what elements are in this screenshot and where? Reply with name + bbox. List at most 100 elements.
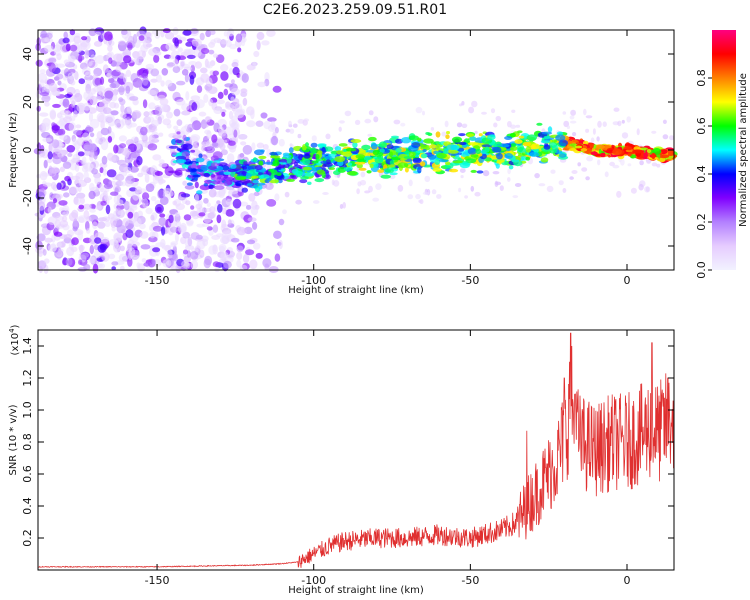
spectrogram-cell <box>190 205 195 210</box>
spectrogram-cell <box>225 209 235 217</box>
spectrogram-cell <box>123 200 130 211</box>
spectrogram-cell <box>427 154 437 160</box>
spectrogram-cell <box>372 149 380 156</box>
spectrogram-cell <box>107 126 112 134</box>
spectrogram-cell <box>558 139 569 147</box>
spectrogram-cell <box>669 135 675 141</box>
spectrogram-cell <box>599 152 606 158</box>
spectrogram-cell <box>174 212 181 217</box>
spectrogram-cell <box>171 138 177 145</box>
spectrogram-cell <box>208 184 214 190</box>
spectrogram-cell <box>212 244 218 252</box>
spectrogram-cell <box>255 252 263 259</box>
spectrogram-cell <box>356 188 360 195</box>
spectrogram-cell <box>260 149 265 153</box>
spectrogram-cell <box>94 175 101 185</box>
spectrogram-cell <box>240 141 247 146</box>
spectrogram-cell <box>142 192 150 201</box>
spectrogram-x-tick-label: -100 <box>301 274 326 287</box>
spectrogram-cell <box>154 203 164 214</box>
spectrogram-cell <box>149 231 156 239</box>
spectrogram-cell <box>350 139 362 143</box>
spectrogram-cell <box>415 193 421 200</box>
spectrogram-cell <box>210 155 219 162</box>
spectrogram-cell <box>198 212 206 217</box>
spectrogram-y-tick-label: 20 <box>21 95 34 109</box>
spectrogram-cell <box>459 168 466 174</box>
spectrogram-cell <box>432 167 442 172</box>
spectrogram-cell <box>143 111 150 117</box>
spectrogram-cell <box>127 257 133 267</box>
spectrogram-cell <box>285 128 291 133</box>
spectrogram-cell <box>262 258 272 268</box>
spectrogram-cell <box>459 141 467 146</box>
spectrogram-cell <box>212 224 219 233</box>
spectrogram-cell <box>204 129 211 135</box>
spectrogram-cell <box>118 97 124 103</box>
spectrogram-cell <box>81 161 88 168</box>
spectrogram-cell <box>240 88 248 93</box>
spectrogram-cell <box>550 169 556 174</box>
spectrogram-cell <box>508 165 514 170</box>
spectrogram-cell <box>496 152 503 160</box>
spectrogram-cell <box>367 133 373 137</box>
spectrogram-cell <box>174 233 179 243</box>
spectrogram-cell <box>612 148 622 156</box>
spectrogram-cell <box>568 148 577 152</box>
spectrogram-x-tick-label: -150 <box>145 274 170 287</box>
spectrogram-cell <box>279 158 287 163</box>
spectrogram-cell <box>97 244 107 253</box>
spectrogram-cell <box>101 216 111 222</box>
spectrogram-cell <box>408 135 419 141</box>
spectrogram-cell <box>242 144 253 155</box>
spectrogram-cell <box>211 180 221 185</box>
spectrogram-cell <box>270 120 276 131</box>
spectrogram-cell <box>48 143 53 153</box>
spectrogram-y-ticks: -40 -20 0 20 40 <box>21 47 674 255</box>
spectrogram-cell <box>73 35 81 44</box>
spectrogram-cell <box>310 142 318 148</box>
spectrogram-cell <box>141 72 149 79</box>
spectrogram-cell <box>189 135 199 145</box>
snr-x-tick-label: -150 <box>145 574 170 587</box>
spectrogram-cell <box>499 143 510 148</box>
spectrogram-cell <box>71 237 79 246</box>
spectrogram-cell <box>230 96 235 102</box>
spectrogram-cell <box>107 136 113 143</box>
spectrogram-cell <box>203 217 212 224</box>
spectrogram-cell <box>113 144 119 154</box>
spectrogram-cell <box>118 85 125 96</box>
spectrogram-cell <box>292 123 298 128</box>
spectrogram-cell <box>57 80 62 86</box>
spectrogram-cell <box>632 149 644 154</box>
spectrogram-cell <box>76 137 84 146</box>
spectrogram-cell <box>217 162 228 167</box>
spectrogram-cell <box>172 65 181 74</box>
spectrogram-cell <box>148 102 156 110</box>
spectrogram-cell <box>439 159 449 163</box>
spectrogram-cell <box>208 98 214 107</box>
spectrogram-cell <box>186 54 196 60</box>
spectrogram-cell <box>185 200 191 206</box>
spectrogram-cell <box>344 110 352 117</box>
spectrogram-cell <box>72 225 78 232</box>
spectrogram-cell <box>378 152 384 156</box>
spectrogram-cell <box>435 131 441 138</box>
spectrogram-cell <box>212 261 220 268</box>
spectrogram-cell <box>352 141 358 149</box>
spectrogram-cell <box>658 154 670 159</box>
spectrogram-cell <box>187 236 193 247</box>
spectrogram-cell <box>100 127 110 136</box>
spectrogram-cell <box>602 121 607 127</box>
spectrogram-cell <box>120 181 127 187</box>
spectrogram-cell <box>317 150 323 155</box>
spectrogram-cell <box>158 132 164 137</box>
spectrogram-cell <box>209 211 217 219</box>
spectrogram-cell <box>38 250 43 257</box>
spectrogram-cell <box>229 122 239 129</box>
spectrogram-cell <box>190 232 200 240</box>
spectrogram-cell <box>325 133 331 140</box>
spectrogram-cell <box>103 190 108 199</box>
spectrogram-cell <box>75 44 83 53</box>
spectrogram-cell <box>42 137 53 143</box>
